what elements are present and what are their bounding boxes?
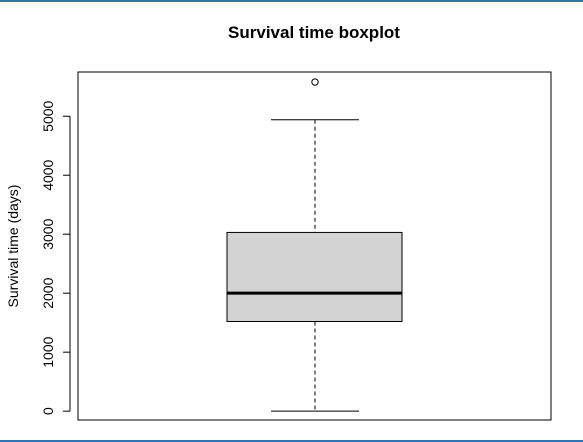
y-tick-label: 0	[40, 407, 56, 415]
interquartile-box	[226, 231, 403, 322]
y-tick-label: 5000	[40, 100, 56, 131]
y-tick-label: 3000	[40, 218, 56, 249]
box-plot	[226, 78, 403, 412]
chart-title: Survival time boxplot	[228, 23, 400, 42]
y-axis: 0 1000 2000 3000 4000 5000	[40, 100, 71, 415]
y-tick-label: 2000	[40, 277, 56, 308]
outlier-point	[311, 78, 319, 86]
y-tick-label: 1000	[40, 336, 56, 367]
y-axis-label: Survival time (days)	[5, 185, 21, 308]
plot-area-border	[77, 71, 552, 421]
y-tick-label: 4000	[40, 159, 56, 190]
